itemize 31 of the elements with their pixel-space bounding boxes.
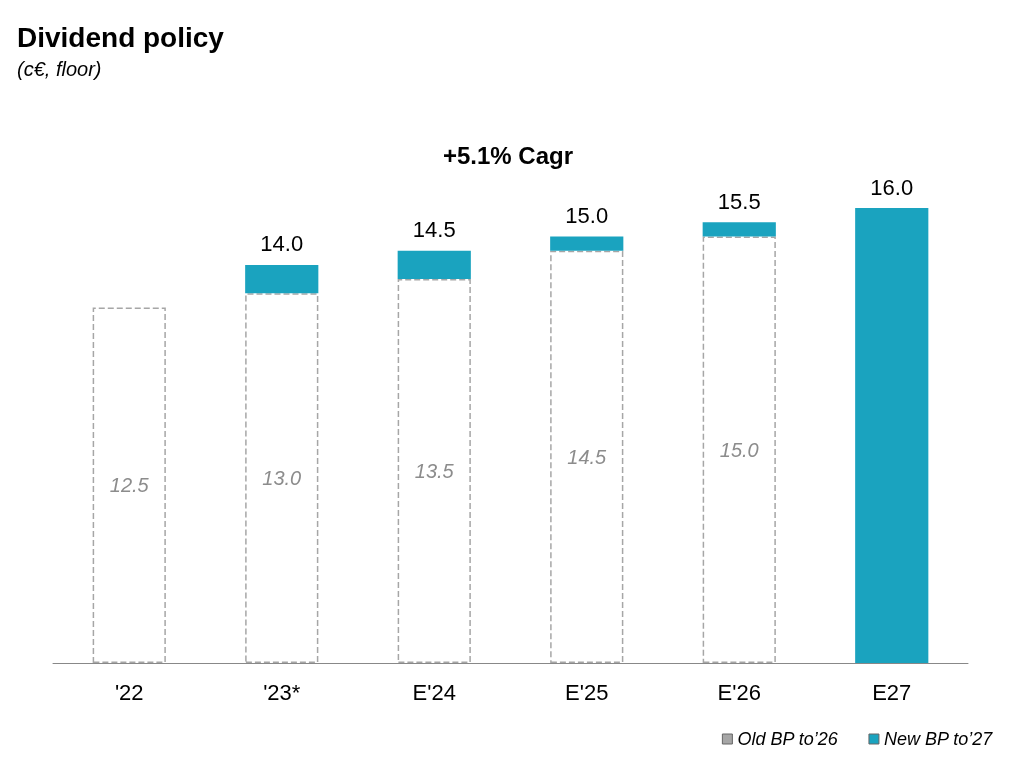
text: +5.1% Cagr [442, 141, 574, 169]
legend-label: New BP to’27 [883, 729, 994, 749]
total-label: 14.5 [412, 217, 456, 243]
data-label: 14.5 [567, 445, 608, 468]
x-tick-label: E'26 [717, 679, 761, 705]
chart-subtitle: (c€, floor) [17, 58, 102, 80]
bar [397, 279, 471, 663]
bar [855, 208, 929, 663]
data-label: 12.5 [109, 474, 150, 497]
x-tick-label: E27 [872, 679, 912, 705]
bar [245, 264, 319, 294]
bar [397, 250, 471, 280]
legend-label: Old BP to’26 [737, 729, 839, 749]
bar [702, 222, 776, 237]
x-tick-label: E'25 [565, 679, 609, 705]
bar [550, 250, 624, 663]
bar [550, 236, 624, 251]
total-label: 16.0 [870, 174, 914, 200]
total-label: 15.5 [717, 188, 761, 214]
total-label: 14.0 [260, 231, 304, 257]
bar [92, 307, 166, 663]
data-label: 15.0 [719, 438, 759, 461]
data-label: 13.0 [262, 467, 302, 490]
x-tick-label: '23* [263, 679, 301, 705]
bar [245, 293, 319, 663]
x-tick-label: '22 [114, 679, 144, 705]
total-label: 15.0 [565, 202, 609, 228]
x-tick-label: E'24 [412, 679, 456, 705]
data-label: 13.5 [414, 460, 455, 483]
chart-title: Dividend policy [17, 21, 225, 53]
bar [702, 236, 776, 663]
